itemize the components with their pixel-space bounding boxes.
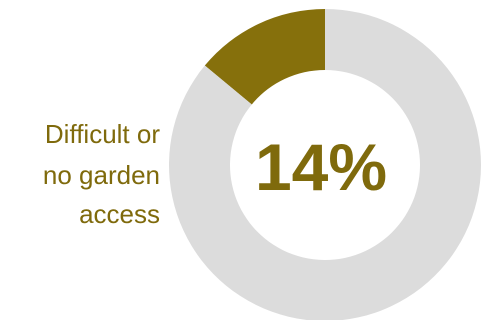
center-value-label: 14% [255,130,387,204]
slice-remainder [169,9,481,320]
slice-label-line-3: access [79,199,160,229]
slice-garden-access [204,9,325,105]
slice-label: Difficult or no garden access [43,119,160,229]
slice-label-line-1: Difficult or [45,119,160,149]
donut-slices [169,9,481,320]
slice-label-line-2: no garden [43,160,160,190]
